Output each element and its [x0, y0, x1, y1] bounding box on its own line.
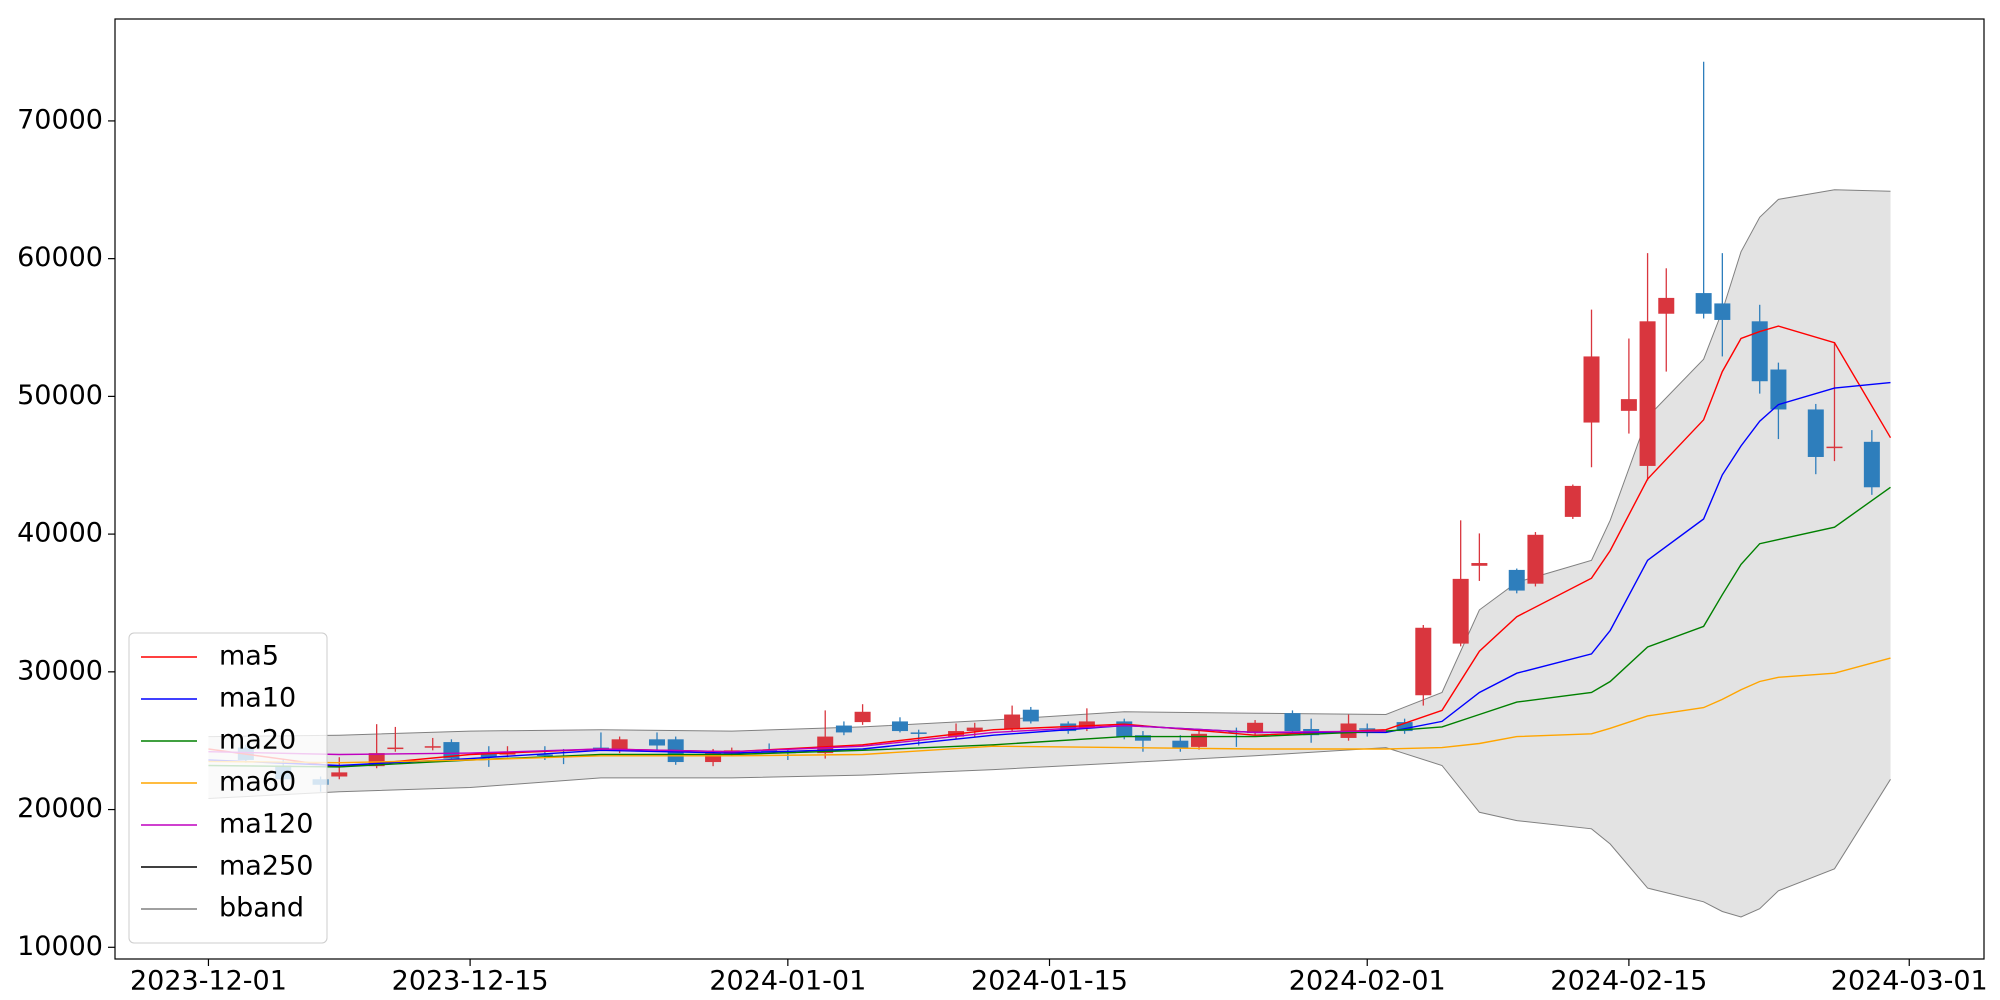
legend-label: bband [219, 893, 304, 924]
candle-body [1284, 713, 1301, 732]
candle-body [331, 772, 348, 777]
legend-label: ma60 [219, 767, 296, 798]
candle-body [611, 739, 628, 750]
candle-body [1060, 723, 1077, 732]
candle-body [1863, 441, 1880, 488]
x-tick-label: 2024-03-01 [1831, 966, 1988, 997]
candle-body [1247, 722, 1264, 734]
ma-line [208, 381, 1891, 767]
bband-lower [208, 747, 1891, 918]
candle-body [1172, 740, 1189, 749]
x-tick-label: 2024-02-01 [1289, 966, 1446, 997]
candle-body [1452, 578, 1469, 644]
x-tick-label: 2024-01-01 [709, 966, 866, 997]
candle-body [443, 742, 460, 759]
candle-body [1807, 409, 1824, 457]
legend-label: ma5 [219, 641, 279, 672]
x-tick-label: 2023-12-15 [392, 966, 549, 997]
legend-box [128, 632, 328, 944]
candle-body [1714, 303, 1731, 320]
candle-body [499, 753, 516, 755]
candle-body [424, 746, 441, 748]
y-tick-label: 40000 [17, 518, 103, 549]
candle-body [854, 711, 871, 723]
candle-body [1359, 728, 1376, 730]
legend-label: ma10 [219, 683, 296, 714]
candle-body [910, 732, 927, 734]
ma-line [208, 657, 1891, 764]
y-tick-label: 50000 [17, 380, 103, 411]
candle-body [1191, 733, 1208, 747]
candle-body [705, 753, 722, 763]
legend-label: ma120 [219, 809, 313, 840]
candle-body [1620, 399, 1637, 411]
y-tick-label: 30000 [17, 655, 103, 686]
candle-body [1471, 563, 1488, 566]
candle-body [649, 739, 666, 746]
candle-body [891, 721, 908, 732]
candle-body [966, 727, 983, 732]
candle-body [1564, 485, 1581, 517]
candle-body [835, 725, 852, 733]
ma-line [208, 486, 1891, 768]
candle-body [1396, 722, 1413, 732]
legend-label: ma250 [219, 851, 313, 882]
candle-body [1751, 321, 1768, 382]
y-tick-label: 20000 [17, 793, 103, 824]
ma-line [208, 724, 1386, 756]
bband-fill [208, 189, 1891, 917]
legend: ma5 ma10 ma20 ma60 ma120 ma250 bband [128, 632, 328, 944]
bband-upper [208, 189, 1891, 738]
candle-body [1078, 721, 1095, 729]
y-tick-label: 70000 [17, 104, 103, 135]
candle-body [1826, 446, 1843, 449]
candle-body [1527, 534, 1544, 584]
candle-body [1695, 293, 1712, 314]
candle-body [817, 736, 834, 754]
y-tick-label: 10000 [17, 931, 103, 962]
candle-body [1770, 369, 1787, 410]
x-tick-label: 2024-01-15 [971, 966, 1128, 997]
candle-body [387, 747, 404, 750]
candle-body [1415, 627, 1432, 696]
candle-body [536, 754, 553, 756]
candle-body [761, 750, 778, 752]
legend-label: ma20 [219, 725, 296, 756]
candle-body [1583, 356, 1600, 423]
candle-body [1134, 735, 1151, 741]
x-tick-label: 2023-12-01 [130, 966, 287, 997]
y-tick-label: 60000 [17, 242, 103, 273]
candle-body [1639, 321, 1656, 466]
candle-body [1658, 297, 1675, 314]
candle-body [1004, 714, 1021, 729]
candle-body [1022, 709, 1039, 722]
candle-body [480, 753, 497, 758]
candle-body [1508, 569, 1525, 591]
x-tick-label: 2024-02-15 [1550, 966, 1707, 997]
